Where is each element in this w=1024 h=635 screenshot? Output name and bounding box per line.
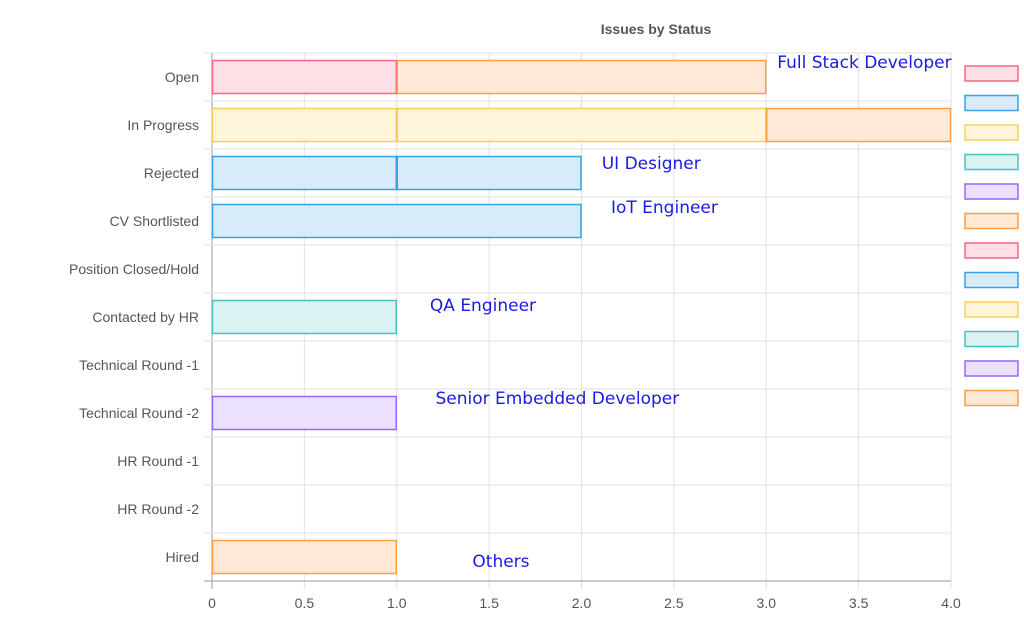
annotation-label: Full Stack Developer bbox=[777, 53, 951, 73]
grid bbox=[204, 52, 952, 589]
category-label: Technical Round -2 bbox=[79, 405, 199, 421]
annotation-label: Senior Embedded Developer bbox=[435, 389, 679, 409]
x-tick-label: 2.5 bbox=[664, 595, 684, 611]
x-tick-label: 2.0 bbox=[572, 595, 592, 611]
bar-segment[interactable] bbox=[211, 155, 397, 191]
legend-swatch[interactable] bbox=[964, 330, 1019, 348]
bar-segment[interactable] bbox=[211, 107, 397, 143]
bar-segment[interactable] bbox=[211, 203, 582, 239]
bar-segment[interactable] bbox=[211, 299, 397, 335]
category-label: HR Round -1 bbox=[117, 453, 199, 469]
x-tick-label: 4.0 bbox=[941, 595, 961, 611]
bar-segment[interactable] bbox=[211, 59, 397, 95]
x-tick-label: 3.0 bbox=[757, 595, 777, 611]
legend-swatch[interactable] bbox=[964, 183, 1019, 200]
x-tick-labels: 0 0.5 1.0 1.5 2.0 2.5 3.0 3.5 4.0 bbox=[208, 595, 961, 611]
x-tick-label: 0.5 bbox=[295, 595, 315, 611]
legend-swatch[interactable] bbox=[964, 360, 1019, 377]
category-label: Hired bbox=[166, 549, 199, 565]
legend-swatch[interactable] bbox=[964, 301, 1019, 318]
legend-swatch[interactable] bbox=[964, 242, 1019, 259]
bars bbox=[211, 59, 952, 575]
chart-title: Issues by Status bbox=[601, 21, 712, 37]
category-label: Open bbox=[165, 69, 199, 85]
bar-segment[interactable] bbox=[396, 107, 767, 143]
category-label: Position Closed/Hold bbox=[69, 261, 199, 277]
annotation-label: QA Engineer bbox=[430, 296, 536, 316]
legend-swatch[interactable] bbox=[964, 124, 1019, 141]
category-label: Rejected bbox=[144, 165, 199, 181]
legend-swatch[interactable] bbox=[964, 153, 1019, 171]
category-label: In Progress bbox=[127, 117, 199, 133]
legend[interactable] bbox=[964, 65, 1019, 407]
x-tick-label: 0 bbox=[208, 595, 216, 611]
legend-swatch[interactable] bbox=[964, 94, 1019, 112]
legend-swatch[interactable] bbox=[964, 212, 1019, 230]
bar-segment[interactable] bbox=[396, 59, 767, 95]
bar-segment[interactable] bbox=[766, 107, 952, 143]
x-tick-label: 3.5 bbox=[849, 595, 869, 611]
legend-swatch[interactable] bbox=[964, 389, 1019, 407]
category-label: Contacted by HR bbox=[92, 309, 199, 325]
category-label: HR Round -2 bbox=[117, 501, 199, 517]
annotation-label: IoT Engineer bbox=[611, 198, 718, 218]
category-labels: Open In Progress Rejected CV Shortlisted Pos… bbox=[69, 69, 199, 565]
x-tick-label: 1.5 bbox=[479, 595, 499, 611]
annotation-label: UI Designer bbox=[602, 154, 701, 174]
annotations: Full Stack Developer UI Designer IoT Engin… bbox=[430, 53, 952, 572]
category-label: Technical Round -1 bbox=[79, 357, 199, 373]
bar-segment[interactable] bbox=[211, 539, 397, 575]
x-tick-label: 1.0 bbox=[387, 595, 407, 611]
legend-swatch[interactable] bbox=[964, 65, 1019, 82]
legend-swatch[interactable] bbox=[964, 271, 1019, 289]
category-label: CV Shortlisted bbox=[110, 213, 199, 229]
annotation-label: Others bbox=[472, 552, 529, 572]
bar-segment[interactable] bbox=[211, 395, 397, 431]
bar-segment[interactable] bbox=[396, 155, 582, 191]
